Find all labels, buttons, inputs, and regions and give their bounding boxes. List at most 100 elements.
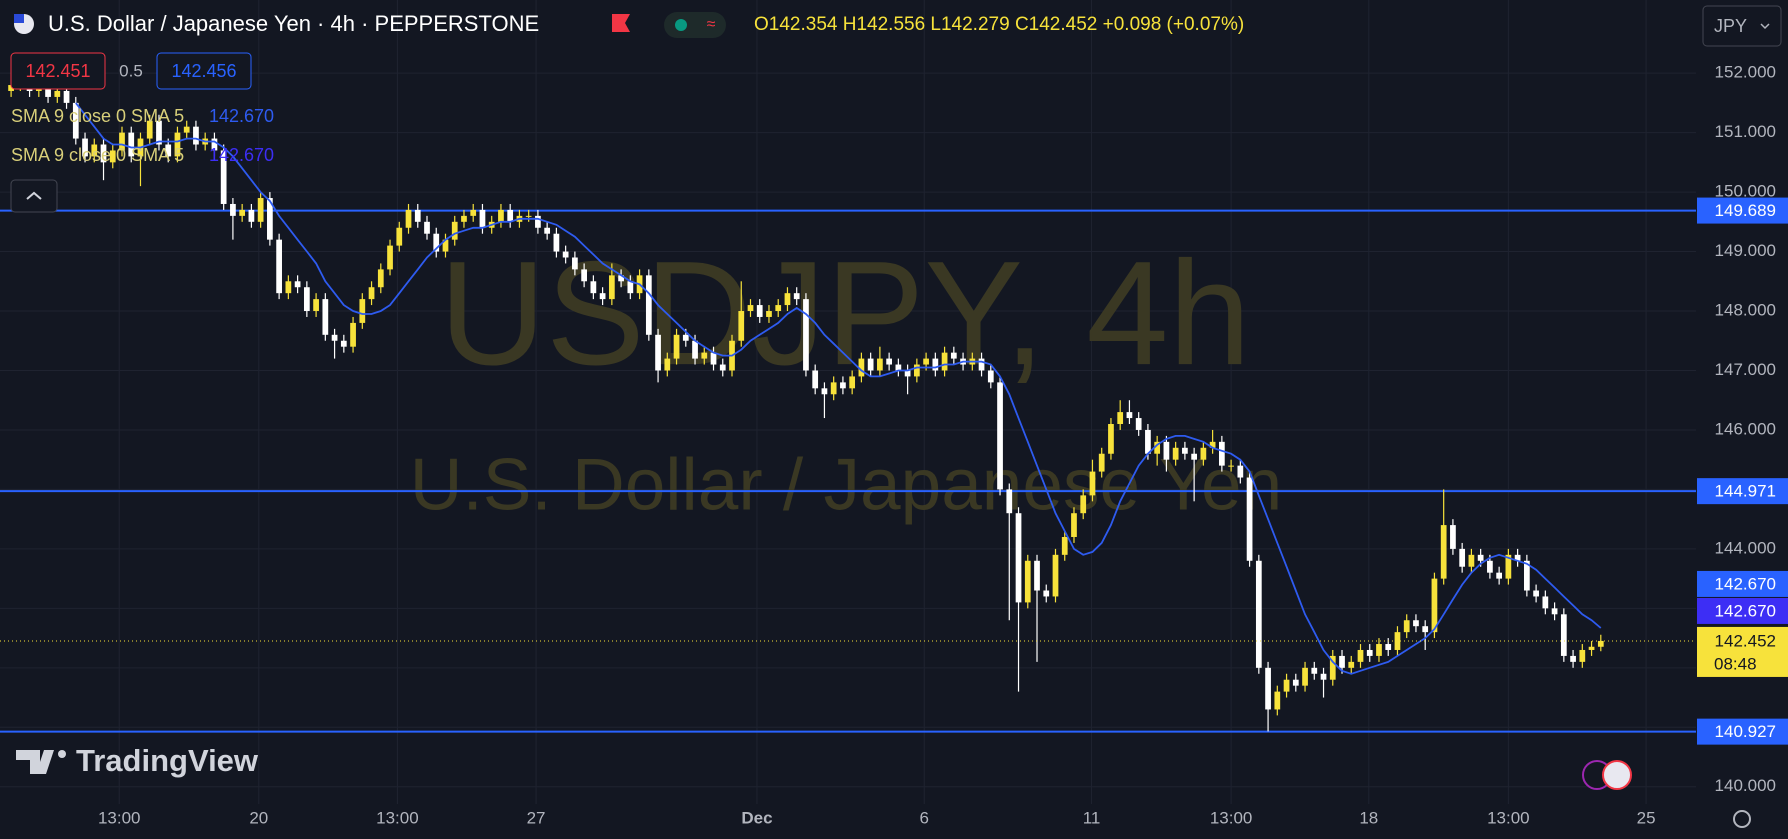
candle-body	[1496, 572, 1502, 579]
candle-body	[544, 227, 551, 234]
candle-body	[1376, 644, 1382, 656]
candle-body	[1015, 513, 1022, 603]
candle-body	[387, 245, 393, 270]
candle-body	[1487, 560, 1493, 573]
candle-body	[1172, 447, 1179, 460]
market-closed-icon	[612, 14, 630, 32]
candle-body	[1218, 441, 1225, 466]
candle-body	[932, 358, 939, 371]
candle-body	[1006, 489, 1013, 514]
candle-body	[1182, 447, 1188, 454]
last-price-label-bg	[1697, 626, 1788, 677]
candle-body	[156, 120, 162, 145]
settings-icon[interactable]	[1733, 810, 1751, 828]
candle-body	[1450, 525, 1456, 549]
x-tick-label: 18	[1359, 808, 1378, 827]
candle-body	[1043, 590, 1050, 597]
status-pill	[664, 12, 726, 38]
candle-body	[784, 293, 791, 306]
watermark-description: U.S. Dollar / Japanese Yen	[410, 444, 1283, 525]
candle-body	[183, 126, 190, 133]
candle-body	[1117, 412, 1124, 425]
candle-body	[211, 138, 218, 151]
candle-body	[1357, 649, 1364, 662]
candle-body	[1126, 412, 1133, 419]
status-dot	[675, 19, 687, 31]
watermark-symbol: USDJPY, 4h	[439, 231, 1251, 396]
candle-body	[895, 364, 902, 371]
candle-body	[1394, 632, 1401, 650]
candle-body	[1459, 548, 1466, 567]
candle-body	[1209, 441, 1216, 448]
candle-body	[368, 287, 375, 300]
x-tick-label: 27	[527, 808, 546, 827]
candle-body	[997, 382, 1003, 490]
candle-body	[581, 269, 587, 282]
candle-body	[682, 334, 689, 341]
symbol-title[interactable]: U.S. Dollar / Japanese Yen · 4h · PEPPER…	[48, 11, 539, 36]
candle-body	[1292, 679, 1299, 686]
x-tick-label: 20	[249, 808, 268, 827]
brand-name[interactable]: TradingView	[76, 743, 259, 778]
candle-body	[655, 334, 661, 371]
y-tick-label: 144.000	[1715, 538, 1776, 557]
candle-body	[1348, 661, 1355, 668]
candle-body	[830, 382, 837, 395]
candle-body	[692, 340, 698, 359]
indicator-legend-name[interactable]: SMA 9 close 0 SMA 5	[11, 145, 184, 165]
indicator-legend-name[interactable]: SMA 9 close 0 SMA 5	[11, 106, 184, 126]
event-flag-icon[interactable]	[1602, 760, 1632, 790]
candle-body	[913, 364, 920, 377]
candle-body	[405, 209, 412, 228]
candle-body	[923, 358, 929, 365]
buy-button[interactable]	[156, 52, 252, 90]
candle-body	[128, 132, 135, 157]
candle-body	[498, 209, 504, 222]
collapse-button[interactable]	[10, 179, 58, 213]
candle-body	[1542, 596, 1549, 609]
candle-body	[1597, 640, 1604, 647]
candle-body	[1329, 655, 1336, 680]
candle-body	[1523, 560, 1530, 591]
level-price-label-bg	[1697, 197, 1788, 224]
candle-body	[1477, 554, 1484, 561]
x-tick-label: 11	[1083, 808, 1101, 827]
indicator-legend-value: 142.670	[209, 145, 274, 165]
y-tick-label: 147.000	[1715, 360, 1776, 379]
candle-body	[673, 334, 680, 359]
candle-body	[849, 376, 856, 389]
candle-body	[1385, 644, 1392, 650]
candle-body	[239, 209, 246, 216]
y-tick-label: 150.000	[1715, 182, 1776, 201]
candle-body	[877, 358, 883, 371]
buy-price[interactable]: 142.456	[171, 61, 236, 81]
sell-button[interactable]	[10, 52, 106, 90]
candle-body	[91, 144, 98, 157]
level-price-label: 144.971	[1715, 482, 1776, 501]
currency-label[interactable]: JPY	[1714, 16, 1747, 36]
candle-body	[747, 305, 754, 312]
candle-body	[8, 85, 14, 91]
x-tick-label: 6	[920, 808, 929, 827]
candle-body	[941, 352, 948, 371]
candle-body	[710, 352, 717, 365]
brand-logo[interactable]: TradingView	[16, 743, 259, 778]
candle-body	[1163, 441, 1170, 460]
currency-button[interactable]	[1702, 5, 1782, 47]
candle-body	[904, 370, 911, 377]
last-price-label: 142.452	[1715, 631, 1776, 650]
candle-body	[627, 281, 634, 294]
candle-body	[803, 299, 809, 371]
candle-body	[1071, 513, 1077, 537]
indicator-price-label-bg	[1697, 597, 1788, 624]
sell-price[interactable]: 142.451	[25, 61, 90, 81]
candle-body	[1108, 424, 1114, 454]
candle-body	[1255, 560, 1262, 668]
candle-body	[1339, 655, 1345, 668]
candle-body	[451, 221, 458, 240]
candle-body	[1468, 554, 1475, 567]
bar-countdown: 08:48	[1714, 654, 1757, 673]
candle-body	[331, 334, 338, 341]
candle-body	[1061, 536, 1068, 555]
